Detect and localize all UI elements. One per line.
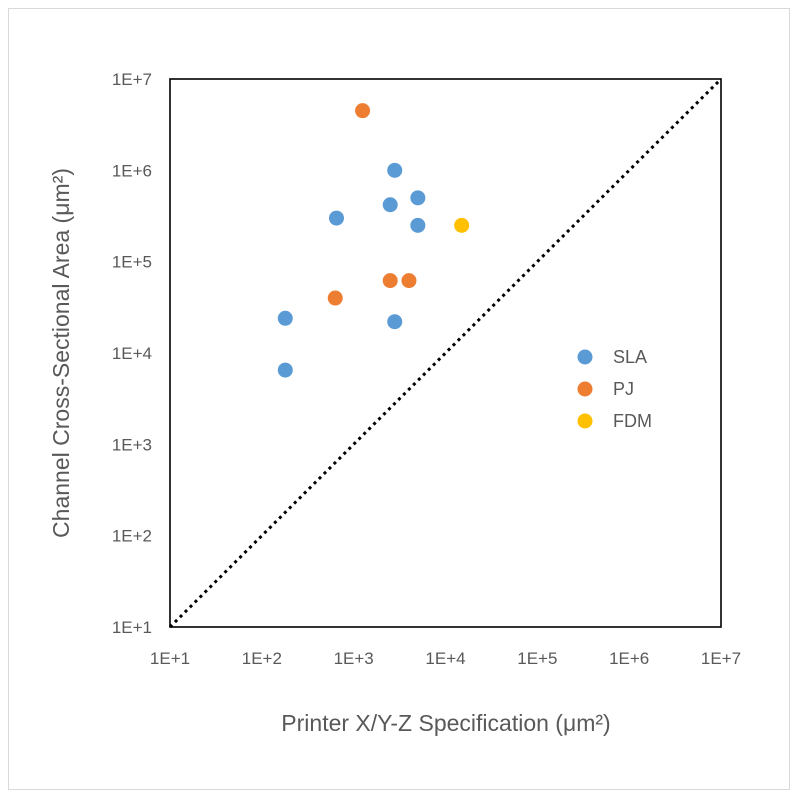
x-tick-label: 1E+6 bbox=[609, 649, 649, 668]
data-point-pj bbox=[382, 273, 398, 289]
x-tick-label: 1E+4 bbox=[425, 649, 465, 668]
x-tick-label: 1E+5 bbox=[517, 649, 557, 668]
y-tick-label: 1E+1 bbox=[112, 618, 152, 637]
legend-marker-fdm bbox=[577, 413, 593, 429]
y-tick-label: 1E+5 bbox=[112, 253, 152, 272]
data-point-pj bbox=[401, 273, 417, 289]
legend-marker-pj bbox=[577, 381, 593, 397]
legend-label-pj: PJ bbox=[613, 379, 634, 399]
data-point-sla bbox=[387, 162, 403, 178]
legend-marker-sla bbox=[577, 349, 593, 365]
y-tick-label: 1E+6 bbox=[112, 161, 152, 180]
data-point-sla bbox=[410, 190, 426, 206]
data-point-sla bbox=[277, 310, 293, 326]
x-tick-label: 1E+7 bbox=[701, 649, 741, 668]
y-tick-label: 1E+2 bbox=[112, 527, 152, 546]
y-tick-label: 1E+4 bbox=[112, 344, 152, 363]
x-axis-title: Printer X/Y-Z Specification (μm²) bbox=[281, 710, 610, 736]
y-tick-label: 1E+3 bbox=[112, 435, 152, 454]
legend: SLA PJ FDM bbox=[577, 347, 652, 431]
legend-label-fdm: FDM bbox=[613, 411, 652, 431]
x-tick-label: 1E+3 bbox=[334, 649, 374, 668]
data-point-fdm bbox=[454, 217, 470, 233]
x-axis-ticks: 1E+1 1E+2 1E+3 1E+4 1E+5 1E+6 1E+7 bbox=[150, 649, 741, 668]
y-axis-ticks: 1E+1 1E+2 1E+3 1E+4 1E+5 1E+6 1E+7 bbox=[112, 70, 152, 637]
y-axis-title: Channel Cross-Sectional Area (μm²) bbox=[48, 168, 74, 538]
x-tick-label: 1E+2 bbox=[242, 649, 282, 668]
data-point-pj bbox=[327, 290, 343, 306]
data-point-sla bbox=[328, 210, 344, 226]
x-tick-label: 1E+1 bbox=[150, 649, 190, 668]
data-point-sla bbox=[382, 197, 398, 213]
data-point-sla bbox=[410, 217, 426, 233]
y-tick-label: 1E+7 bbox=[112, 70, 152, 89]
data-point-sla bbox=[387, 314, 403, 330]
data-point-sla bbox=[277, 362, 293, 378]
legend-label-sla: SLA bbox=[613, 347, 647, 367]
plot-area-border bbox=[169, 78, 722, 628]
data-point-pj bbox=[355, 103, 371, 119]
data-points bbox=[277, 103, 470, 378]
